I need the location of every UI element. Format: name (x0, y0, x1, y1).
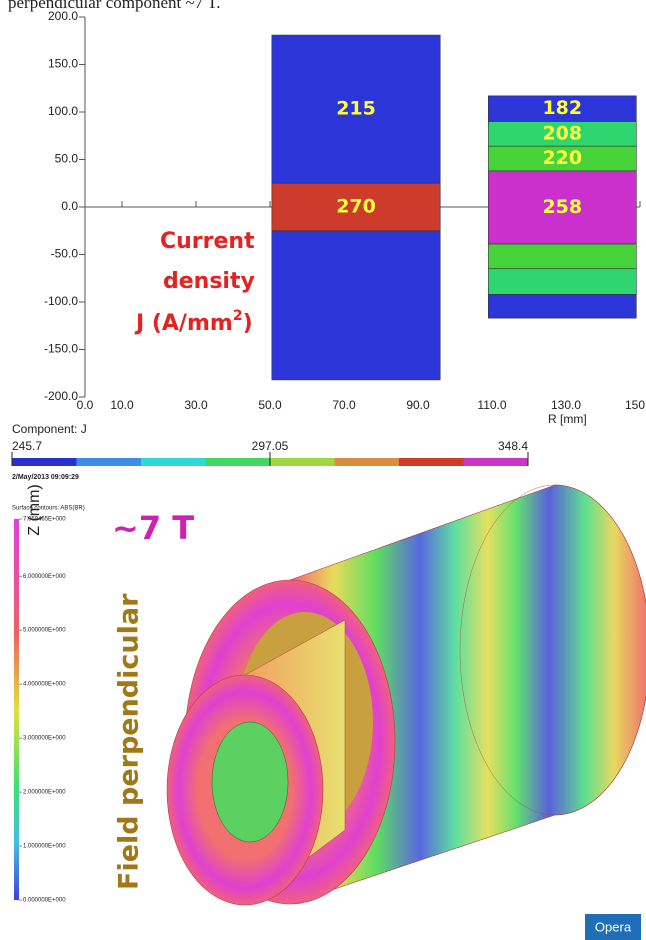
y-tick-label: 0.0 (61, 199, 78, 213)
opera-button-label[interactable]: Opera (595, 919, 632, 934)
field-colorbar-label: 1.000000E+000 (23, 844, 66, 850)
page: perpendicular component ~7 T. Z (mm) R [… (0, 0, 646, 940)
x-tick-label: 130.0 (551, 398, 581, 412)
x-tick-label: 50.0 (258, 398, 282, 412)
field-colorbar-label: 2.000000E+000 (23, 790, 66, 796)
y-tick-label: 50.0 (55, 152, 79, 166)
x-tick-label: 0.0 (77, 398, 94, 412)
colorbar-segment (270, 458, 335, 466)
y-tick-label: -100.0 (44, 294, 78, 308)
field-colorbar-label: 5.000000E+000 (23, 628, 66, 634)
block-label: 208 (542, 122, 582, 144)
coil-block (272, 231, 440, 380)
side-label: Field perpendicular (114, 593, 145, 890)
colorbar-segment (141, 458, 206, 466)
block-label: 270 (336, 196, 376, 218)
colorbar-segment (399, 458, 464, 466)
colorbar-title: Component: J (12, 422, 87, 436)
y-tick-label: -50.0 (51, 247, 79, 261)
annotation: Current (160, 229, 255, 254)
field-colorbar-label: 3.000000E+000 (23, 736, 66, 742)
annotation: J (A/mm2) (134, 308, 253, 336)
colorbar-segment (464, 458, 529, 466)
block-label: 258 (542, 196, 582, 218)
coil-render (167, 485, 646, 905)
coil-block (488, 244, 636, 269)
field-colorbar-label: 0.000000E+000 (23, 898, 66, 904)
colorbar-label: 297.05 (252, 439, 289, 453)
y-tick-label: -200.0 (44, 389, 78, 403)
colorbar-segment (206, 458, 271, 466)
coil-block (488, 269, 636, 295)
inner-coil-bore (212, 722, 288, 842)
x-tick-label: 150.0 (625, 398, 646, 412)
x-tick-label: 70.0 (332, 398, 356, 412)
annotation: density (163, 269, 255, 294)
x-axis-label: R [mm] (548, 412, 587, 426)
field-colorbar-label: 7.059465E+000 (23, 517, 66, 523)
y-tick-label: 100.0 (48, 104, 78, 118)
annotation-sup: 2 (233, 308, 243, 324)
field-colorbar (14, 519, 19, 900)
annotation-text: J (A/mm (134, 311, 233, 336)
caption: perpendicular component ~7 T. (8, 0, 221, 12)
field-colorbar-title: Surface contours: ABS(BR) (12, 506, 85, 512)
y-tick-label: 200.0 (48, 9, 78, 23)
y-tick-label: 150.0 (48, 57, 78, 71)
figure: perpendicular component ~7 T. Z (mm) R [… (0, 0, 646, 940)
colorbar-label: 348.4 (498, 439, 528, 453)
field-colorbar-label: 6.000000E+000 (23, 574, 66, 580)
x-tick-label: 110.0 (477, 398, 506, 412)
colorbar-segment (77, 458, 142, 466)
colorbar-label: 245.7 (12, 439, 42, 453)
colorbar-date: 2/May/2013 09:09:29 (12, 474, 79, 481)
colorbar-segment (335, 458, 400, 466)
annotation-text: ) (243, 311, 253, 336)
block-label: 182 (542, 97, 582, 119)
colorbar-segment (12, 458, 77, 466)
x-tick-label: 30.0 (184, 398, 208, 412)
x-tick-label: 90.0 (406, 398, 430, 412)
x-tick-label: 10.0 (110, 398, 134, 412)
y-tick-label: -150.0 (44, 342, 78, 356)
field-label: ~7 T (112, 509, 194, 547)
block-label: 220 (542, 147, 582, 169)
block-label: 215 (336, 98, 376, 120)
field-colorbar-label: 4.000000E+000 (23, 682, 66, 688)
coil-block (488, 294, 636, 318)
